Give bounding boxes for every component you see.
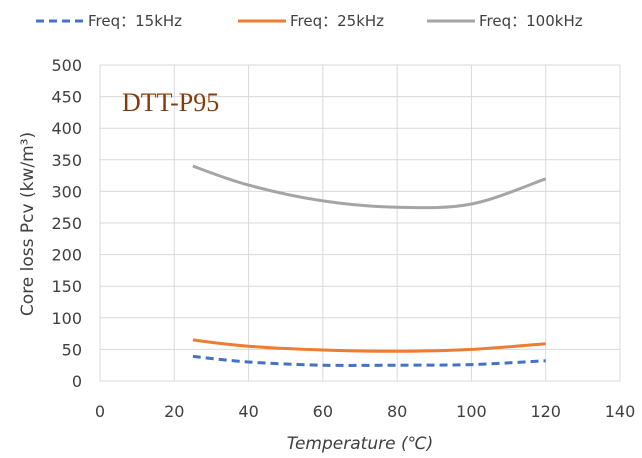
y-axis-title: Core loss Pcv (kw/m³) [18, 132, 38, 316]
series-line-2 [192, 164, 547, 210]
legend-label-2: Freq：100kHz [479, 12, 583, 30]
axes: 0 50 100 150 200 250 300 350 400 450 500 0 20 40 60 80 1… [51, 56, 635, 421]
y-tick-label: 500 [51, 56, 82, 75]
x-axis-title: Temperature (℃) [287, 434, 434, 454]
y-tick-label: 450 [51, 88, 82, 107]
y-tick-label: 150 [51, 277, 82, 296]
y-tick-label: 350 [51, 151, 82, 170]
x-tick-label: 120 [530, 402, 561, 421]
series-lines [192, 164, 547, 367]
y-tick-label: 0 [72, 372, 82, 391]
chart-annotation: DTT-P95 [122, 88, 219, 117]
series-line-1 [192, 338, 546, 353]
x-tick-label: 80 [387, 402, 407, 421]
x-tick-label: 0 [95, 402, 105, 421]
y-tick-label: 50 [62, 340, 82, 359]
legend-label-0: Freq：15kHz [88, 12, 182, 30]
x-tick-label: 100 [456, 402, 487, 421]
y-tick-label: 250 [51, 214, 82, 233]
x-tick-label: 20 [164, 402, 184, 421]
legend-label-1: Freq：25kHz [290, 12, 384, 30]
x-tick-label: 140 [605, 402, 636, 421]
series-line-0 [192, 354, 546, 367]
y-tick-label: 300 [51, 182, 82, 201]
y-tick-label: 400 [51, 119, 82, 138]
y-tick-label: 200 [51, 246, 82, 265]
gridlines [99, 64, 621, 382]
x-tick-label: 60 [313, 402, 333, 421]
x-tick-label: 40 [238, 402, 258, 421]
y-tick-label: 100 [51, 309, 82, 328]
legend: Freq：15kHz Freq：25kHz Freq：100kHz [36, 12, 583, 30]
